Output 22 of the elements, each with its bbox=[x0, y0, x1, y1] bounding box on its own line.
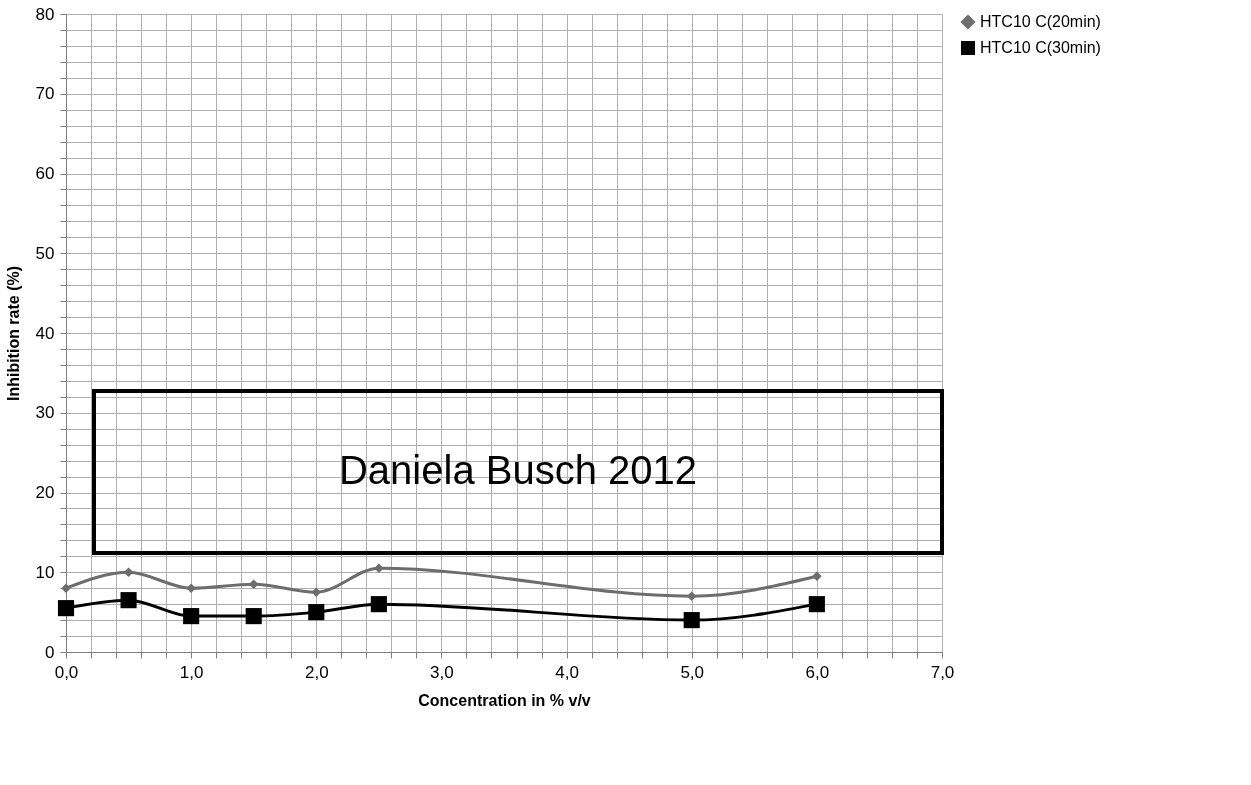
x-tick-label: 0,0 bbox=[54, 662, 79, 682]
x-tick-label: 1,0 bbox=[179, 662, 204, 682]
y-axis-title: Inhibition rate (%) bbox=[4, 265, 22, 402]
y-tick-label: 60 bbox=[35, 164, 55, 183]
y-tick-label: 10 bbox=[35, 562, 55, 582]
x-tick-label: 6,0 bbox=[805, 662, 830, 682]
y-tick-label: 70 bbox=[35, 84, 55, 104]
x-tick-label: 4,0 bbox=[555, 662, 579, 682]
x-axis-title: Concentration in % v/v bbox=[418, 691, 591, 709]
y-tick-label: 40 bbox=[35, 323, 55, 343]
legend-label: HTC10 C(30min) bbox=[980, 39, 1101, 56]
y-tick-label: 30 bbox=[35, 403, 55, 423]
y-tick-label: 20 bbox=[35, 483, 55, 502]
x-tick-label: 7,0 bbox=[930, 662, 955, 682]
legend-label: HTC10 C(20min) bbox=[980, 13, 1101, 30]
y-tick-label: 0 bbox=[45, 642, 55, 662]
y-tick-label: 80 bbox=[35, 4, 55, 24]
annotation: Daniela Busch 2012 bbox=[338, 448, 698, 492]
x-tick-label: 5,0 bbox=[680, 662, 705, 682]
y-tick-label: 50 bbox=[35, 243, 55, 263]
x-tick-label: 3,0 bbox=[430, 662, 454, 682]
x-tick-label: 2,0 bbox=[304, 662, 329, 682]
